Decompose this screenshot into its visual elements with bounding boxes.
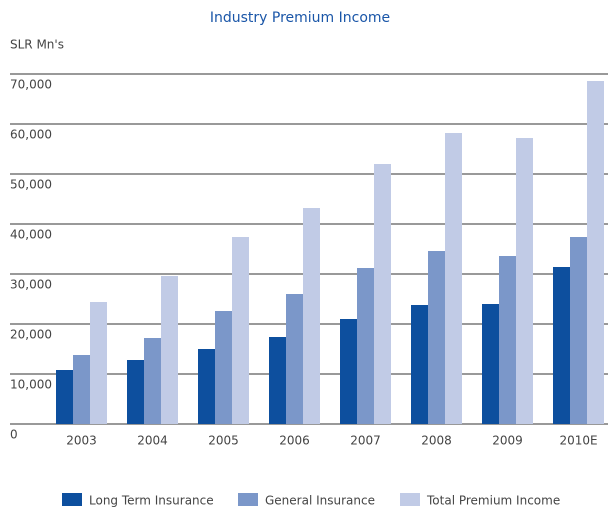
bar [269, 337, 286, 424]
x-tick-label: 2007 [350, 434, 381, 448]
bar [127, 360, 144, 424]
bar [73, 355, 90, 424]
bar [499, 256, 516, 424]
x-tick-label: 2003 [66, 434, 97, 448]
chart-title: Industry Premium Income [210, 10, 390, 26]
bar [570, 237, 587, 424]
y-tick-label: 0 [10, 428, 18, 442]
bar [90, 302, 107, 424]
legend-label: Total Premium Income [426, 494, 560, 508]
y-tick-label: 20,000 [10, 328, 52, 342]
y-axis-label: SLR Mn's [10, 38, 64, 52]
bar [303, 208, 320, 424]
x-tick-label: 2008 [421, 434, 452, 448]
x-tick-label: 2010E [559, 434, 597, 448]
bar [374, 164, 391, 424]
bar [482, 304, 499, 424]
legend-label: Long Term Insurance [89, 494, 214, 508]
bar [161, 276, 178, 424]
bar [340, 319, 357, 424]
legend-swatch [400, 493, 420, 506]
bar [56, 370, 73, 424]
bar [144, 338, 161, 424]
y-tick-label: 60,000 [10, 128, 52, 142]
bar [516, 138, 533, 424]
bar [232, 237, 249, 424]
y-tick-label: 40,000 [10, 228, 52, 242]
legend-label: General Insurance [265, 494, 375, 508]
y-tick-label: 10,000 [10, 378, 52, 392]
legend-swatch [62, 493, 82, 506]
bar [445, 133, 462, 424]
bar [286, 294, 303, 424]
x-tick-label: 2005 [208, 434, 239, 448]
bar [198, 349, 215, 424]
legend-swatch [238, 493, 258, 506]
bar [215, 311, 232, 424]
y-tick-label: 30,000 [10, 278, 52, 292]
y-tick-label: 70,000 [10, 78, 52, 92]
bar [357, 268, 374, 424]
bar [587, 81, 604, 424]
bar [553, 267, 570, 424]
x-tick-label: 2009 [492, 434, 523, 448]
y-tick-label: 50,000 [10, 178, 52, 192]
bar [428, 251, 445, 424]
bar [411, 305, 428, 424]
x-tick-label: 2004 [137, 434, 168, 448]
x-tick-label: 2006 [279, 434, 310, 448]
